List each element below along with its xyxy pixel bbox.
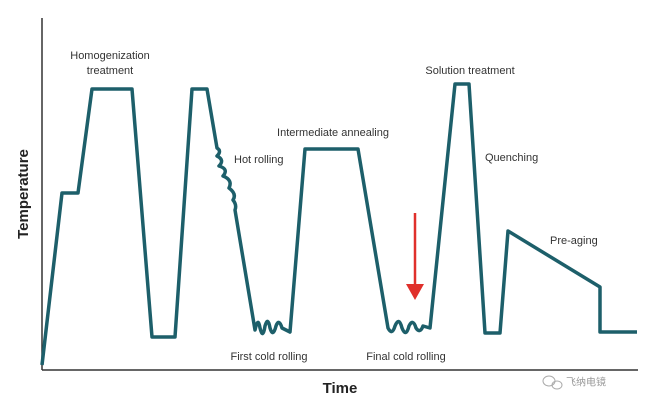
step-label: Solution treatment [425,65,514,77]
watermark-icon [542,375,563,390]
step-label: treatment [87,65,133,77]
arrow-head [406,284,424,300]
step-label: First cold rolling [230,351,307,363]
process-curve [40,82,637,366]
step-label: Intermediate annealing [277,127,389,139]
step-label: Homogenization [70,50,150,62]
x-axis-title: Time [323,380,358,397]
watermark: 飞纳电镜 [566,376,606,389]
step-label: Quenching [485,152,538,164]
step-label: Final cold rolling [366,351,445,363]
step-label: Hot rolling [234,154,284,166]
step-label: Pre-aging [550,235,598,247]
y-axis-title: Temperature [15,149,32,239]
